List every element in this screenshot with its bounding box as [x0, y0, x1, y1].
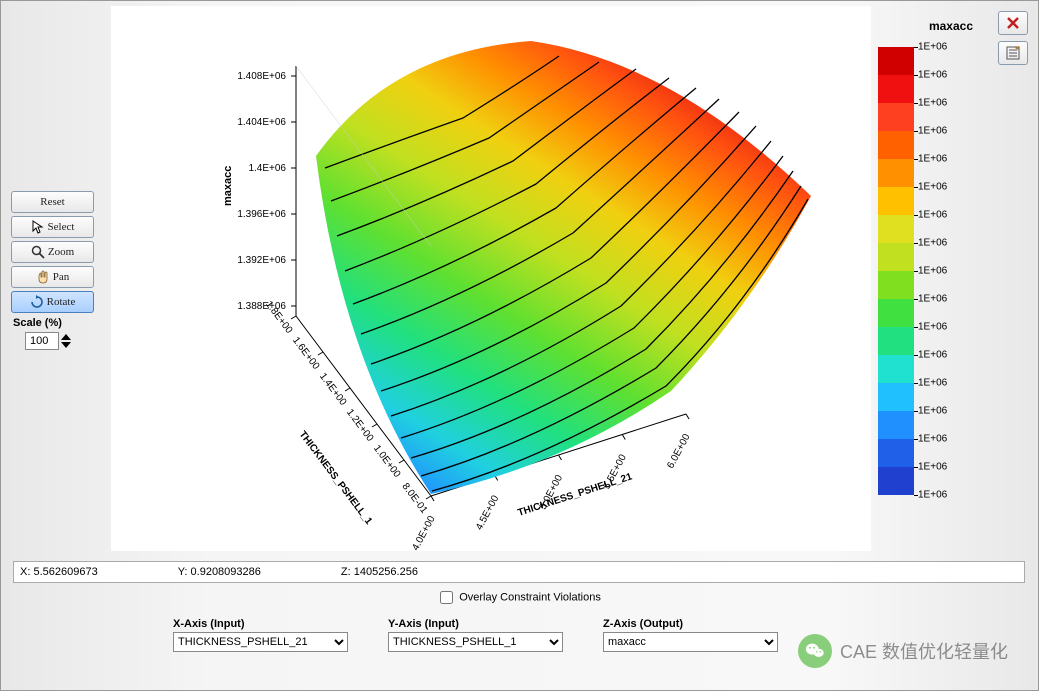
close-plot-button[interactable] [998, 11, 1028, 35]
surface-plot: maxacc 1.408E+06 1.404E+06 1.4E+06 1.396E+0… [111, 6, 871, 551]
colorbar: 1E+06 1E+06 1E+06 1E+06 1E+06 1E+06 1E+06 1E+06… [878, 41, 983, 516]
magnifier-icon [31, 245, 45, 259]
pan-label: Pan [53, 271, 70, 283]
coord-z: Z: 1405256.256 [341, 566, 418, 578]
colorbar-tick: 1E+06 [918, 98, 947, 109]
svg-text:1.408E+06: 1.408E+06 [237, 71, 286, 82]
overlay-checkbox[interactable] [440, 591, 453, 604]
svg-text:1.4E+06: 1.4E+06 [248, 163, 286, 174]
colorbar-tick: 1E+06 [918, 434, 947, 445]
svg-text:4.5E+00: 4.5E+00 [474, 493, 502, 532]
scale-down-button[interactable] [61, 342, 71, 348]
svg-text:1.4E+00: 1.4E+00 [317, 371, 349, 408]
svg-text:1.6E+00: 1.6E+00 [290, 335, 322, 372]
y-axis-title: THICKNESS_PSHELL_1 [297, 429, 375, 527]
app-window: Reset Select Zoom Pan Rotate Scale [0, 0, 1039, 691]
colorbar-tick: 1E+06 [918, 462, 947, 473]
cursor-icon [31, 220, 45, 234]
reset-button[interactable]: Reset [11, 191, 94, 213]
coordinate-bar: X: 5.562609673 Y: 0.9208093286 Z: 140525… [13, 561, 1025, 583]
select-label: Select [48, 221, 75, 233]
coord-y: Y: 0.9208093286 [178, 566, 261, 578]
colorbar-tick: 1E+06 [918, 126, 947, 137]
svg-text:1.404E+06: 1.404E+06 [237, 117, 286, 128]
colorbar-tick: 1E+06 [918, 154, 947, 165]
zoom-label: Zoom [48, 246, 74, 258]
overlay-row: Overlay Constraint Violations [1, 591, 1039, 604]
y-axis-selector-label: Y-Axis (Input) [388, 618, 563, 630]
colorbar-tick: 1E+06 [918, 350, 947, 361]
svg-text:6.0E+00: 6.0E+00 [665, 432, 693, 471]
plot-area[interactable]: maxacc 1.408E+06 1.404E+06 1.4E+06 1.396E+0… [111, 6, 871, 551]
options-button[interactable] [998, 41, 1028, 65]
z-axis-title: maxacc [222, 166, 234, 206]
colorbar-tick: 1E+06 [918, 238, 947, 249]
x-axis-select[interactable]: THICKNESS_PSHELL_21 [173, 632, 348, 652]
watermark: CAE 数值优化轻量化 [798, 634, 1008, 668]
y-axis-select[interactable]: THICKNESS_PSHELL_1 [388, 632, 563, 652]
scale-control [25, 332, 96, 350]
colorbar-tick: 1E+06 [918, 294, 947, 305]
colorbar-tick: 1E+06 [918, 210, 947, 221]
rotate-button[interactable]: Rotate [11, 291, 94, 313]
x-icon [1005, 15, 1021, 31]
z-axis-selector-label: Z-Axis (Output) [603, 618, 778, 630]
overlay-label[interactable]: Overlay Constraint Violations [459, 591, 601, 603]
colorbar-title: maxacc [929, 19, 973, 33]
colorbar-tick: 1E+06 [918, 42, 947, 53]
axis-controls: X-Axis (Input) THICKNESS_PSHELL_21 Y-Axi… [173, 618, 778, 652]
tool-panel: Reset Select Zoom Pan Rotate Scale [11, 191, 96, 350]
colorbar-tick: 1E+06 [918, 70, 947, 81]
x-axis-selector-label: X-Axis (Input) [173, 618, 348, 630]
select-button[interactable]: Select [11, 216, 94, 238]
scale-label: Scale (%) [13, 317, 96, 329]
reset-label: Reset [40, 196, 64, 208]
wechat-icon [798, 634, 832, 668]
pan-button[interactable]: Pan [11, 266, 94, 288]
watermark-text: CAE 数值优化轻量化 [840, 638, 1008, 664]
svg-text:1.0E+00: 1.0E+00 [371, 443, 403, 480]
hand-icon [36, 270, 50, 284]
svg-text:8.0E-01: 8.0E-01 [400, 481, 430, 516]
scale-up-button[interactable] [61, 334, 71, 340]
svg-text:4.0E+00: 4.0E+00 [410, 514, 438, 551]
coord-x: X: 5.562609673 [20, 566, 98, 578]
colorbar-tick: 1E+06 [918, 322, 947, 333]
rotate-icon [30, 295, 44, 309]
scale-input[interactable] [25, 332, 59, 350]
side-button-panel [998, 11, 1028, 65]
options-icon [1005, 45, 1021, 61]
svg-text:1.392E+06: 1.392E+06 [237, 255, 286, 266]
z-axis-select[interactable]: maxacc [603, 632, 778, 652]
svg-text:1.2E+00: 1.2E+00 [344, 407, 376, 444]
zoom-button[interactable]: Zoom [11, 241, 94, 263]
svg-text:1.396E+06: 1.396E+06 [237, 209, 286, 220]
colorbar-tick: 1E+06 [918, 406, 947, 417]
rotate-label: Rotate [47, 296, 76, 308]
colorbar-tick: 1E+06 [918, 266, 947, 277]
colorbar-tick: 1E+06 [918, 182, 947, 193]
colorbar-tick: 1E+06 [918, 378, 947, 389]
